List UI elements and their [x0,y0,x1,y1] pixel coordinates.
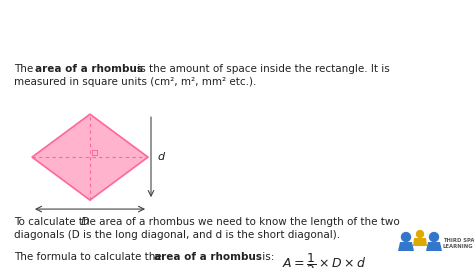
Polygon shape [413,238,427,246]
Polygon shape [426,242,442,251]
Text: To calculate the area of a rhombus we need to know the length of the two: To calculate the area of a rhombus we ne… [14,217,400,227]
Text: d: d [157,152,164,162]
Text: LEARNING: LEARNING [443,244,474,249]
Text: Area of a Rhombus: Area of a Rhombus [12,21,212,40]
Text: area of a rhombus: area of a rhombus [35,64,143,74]
Polygon shape [32,114,148,200]
Text: The: The [14,64,36,74]
Text: area of a rhombus: area of a rhombus [154,252,262,262]
Text: $A = \dfrac{1}{2} \times D \times d$: $A = \dfrac{1}{2} \times D \times d$ [282,251,366,268]
Text: is:: is: [259,252,274,262]
Text: measured in square units (cm², m², mm² etc.).: measured in square units (cm², m², mm² e… [14,77,256,87]
Text: is the amount of space inside the rectangle. It is: is the amount of space inside the rectan… [134,64,390,74]
Text: The formula to calculate the: The formula to calculate the [14,252,165,262]
Polygon shape [398,242,414,251]
Text: THIRD SPACE: THIRD SPACE [443,238,474,243]
Text: diagonals (D is the long diagonal, and d is the short diagonal).: diagonals (D is the long diagonal, and d… [14,230,340,240]
Circle shape [429,233,438,241]
Text: D: D [81,217,89,227]
Circle shape [417,230,423,237]
Circle shape [401,233,410,241]
